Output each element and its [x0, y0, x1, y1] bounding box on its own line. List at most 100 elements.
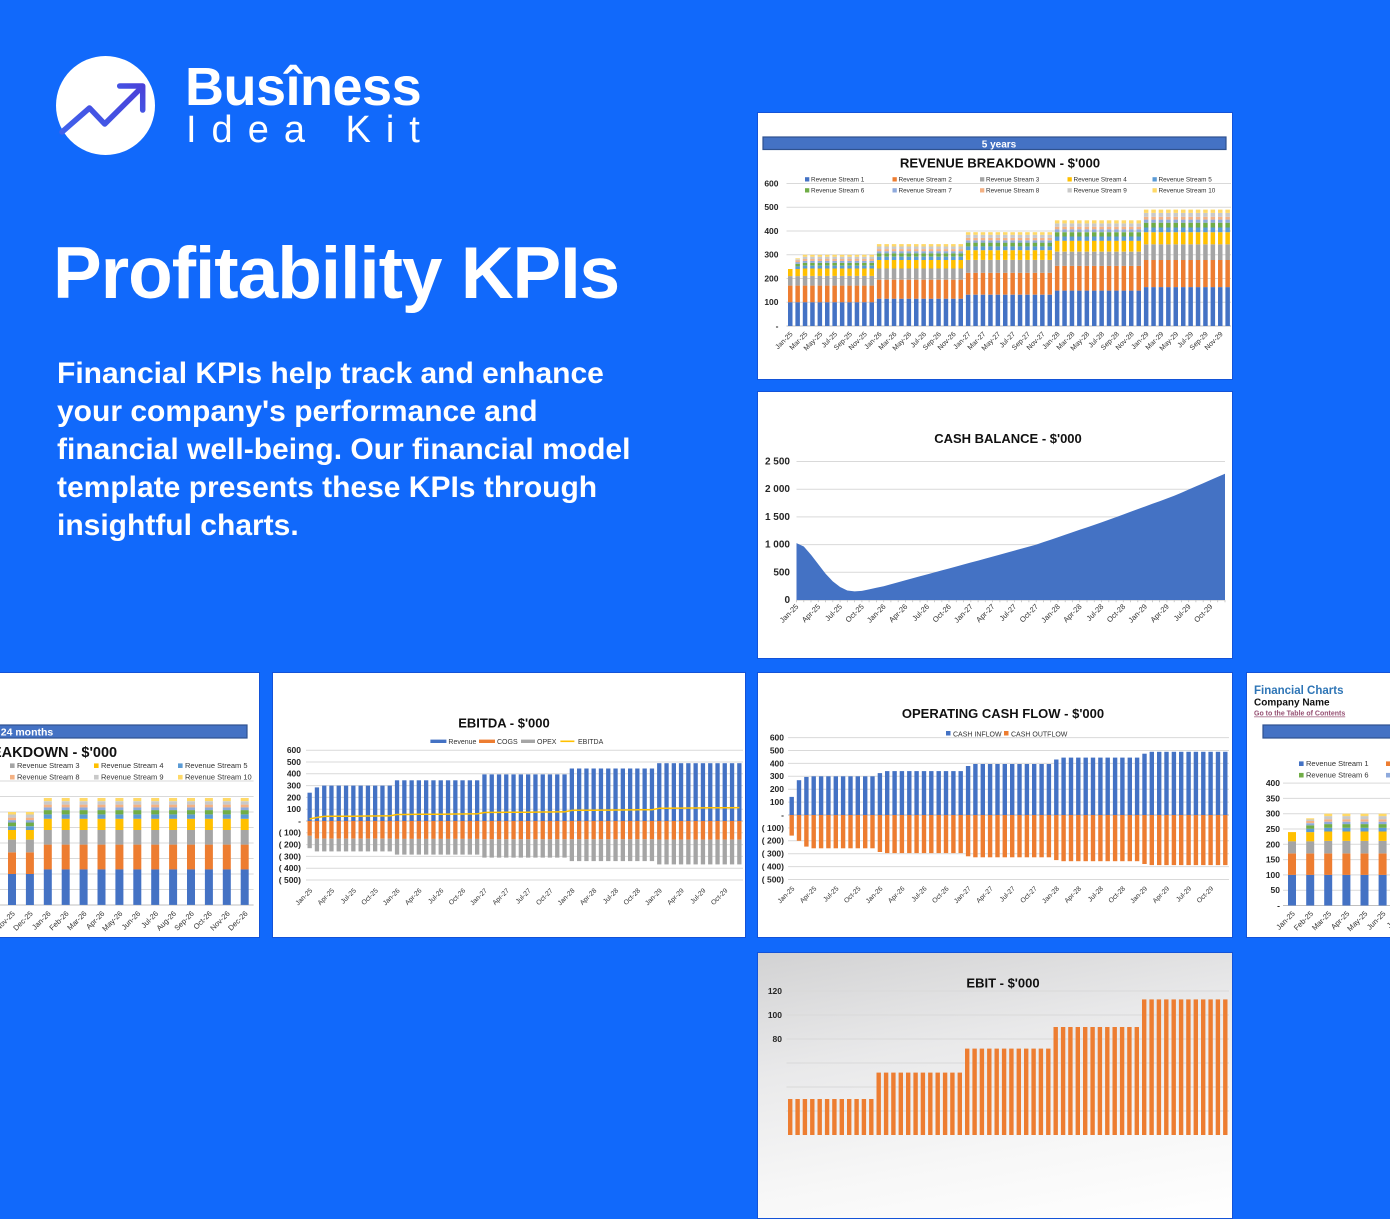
svg-text:Revenue Stream 4: Revenue Stream 4 [1074, 177, 1128, 184]
svg-text:100: 100 [287, 804, 301, 814]
svg-text:( 400): ( 400) [762, 862, 784, 872]
svg-text:Dec-26: Dec-26 [226, 909, 249, 932]
svg-text:Jul-26: Jul-26 [427, 887, 445, 905]
svg-text:200: 200 [770, 784, 784, 794]
svg-text:Oct-26: Oct-26 [931, 602, 953, 624]
svg-text:Dec-25: Dec-25 [11, 909, 34, 932]
svg-text:600: 600 [764, 178, 778, 188]
svg-text:Apr-26: Apr-26 [887, 885, 907, 905]
svg-text:Jul-26: Jul-26 [911, 885, 929, 903]
svg-text:Jan-27: Jan-27 [953, 885, 973, 905]
svg-text:Revenue Stream 1: Revenue Stream 1 [1306, 759, 1369, 768]
svg-text:Apr-28: Apr-28 [579, 887, 599, 907]
svg-text:Revenue Stream 6: Revenue Stream 6 [1306, 771, 1369, 780]
svg-text:May-26: May-26 [100, 909, 124, 933]
svg-text:Jan-29: Jan-29 [644, 887, 664, 907]
svg-text:Mar-25: Mar-25 [1310, 909, 1333, 932]
svg-text:CASH OUTFLOW: CASH OUTFLOW [1011, 731, 1068, 738]
svg-text:Oct-25: Oct-25 [844, 602, 866, 624]
svg-text:Revenue Stream 9: Revenue Stream 9 [101, 773, 164, 782]
svg-text:COGS: COGS [497, 739, 518, 746]
svg-text:Jan-25: Jan-25 [777, 885, 797, 905]
svg-text:May-25: May-25 [1345, 909, 1369, 933]
svg-text:OPERATING CASH FLOW - $'000: OPERATING CASH FLOW - $'000 [902, 706, 1104, 721]
svg-text:REVENUE BREAKDOWN - $'000: REVENUE BREAKDOWN - $'000 [900, 156, 1100, 171]
svg-text:( 300): ( 300) [279, 851, 301, 861]
svg-text:Revenue Stream 3: Revenue Stream 3 [986, 177, 1040, 184]
svg-text:Revenue Stream 8: Revenue Stream 8 [986, 188, 1040, 195]
svg-text:Jan-27: Jan-27 [469, 887, 489, 907]
svg-text:Apr-28: Apr-28 [1064, 885, 1084, 905]
svg-text:Revenue Stream 5: Revenue Stream 5 [185, 761, 248, 770]
svg-text:1 000: 1 000 [765, 540, 790, 551]
svg-text:Revenue Stream 2: Revenue Stream 2 [899, 177, 953, 184]
svg-text:Jul-25: Jul-25 [340, 887, 358, 905]
svg-text:( 500): ( 500) [279, 875, 301, 885]
svg-text:Apr-25: Apr-25 [317, 887, 337, 907]
svg-text:100: 100 [768, 1010, 782, 1020]
svg-text:Jul-29: Jul-29 [1172, 602, 1193, 623]
svg-text:Apr-28: Apr-28 [1061, 602, 1083, 624]
svg-text:EBITDA: EBITDA [578, 739, 604, 746]
svg-text:-: - [781, 810, 784, 820]
svg-text:Jul-28: Jul-28 [602, 887, 620, 905]
svg-text:Revenue Stream 10: Revenue Stream 10 [1159, 188, 1216, 195]
svg-text:EBIT - $'000: EBIT - $'000 [966, 976, 1039, 991]
svg-text:400: 400 [287, 769, 301, 779]
svg-text:Jul-28: Jul-28 [1087, 885, 1105, 903]
svg-text:Oct-28: Oct-28 [1105, 602, 1127, 624]
svg-text:-: - [776, 321, 779, 331]
svg-text:50: 50 [1271, 885, 1281, 895]
svg-text:( 500): ( 500) [762, 874, 784, 884]
svg-text:Jun-25: Jun-25 [1365, 909, 1388, 932]
svg-text:( 300): ( 300) [762, 849, 784, 859]
svg-text:Apr-27: Apr-27 [975, 885, 995, 905]
svg-text:200: 200 [1266, 839, 1280, 849]
svg-text:400: 400 [764, 226, 778, 236]
svg-text:Apr-29: Apr-29 [1149, 602, 1171, 624]
svg-text:120: 120 [768, 986, 782, 996]
svg-text:Oct-26: Oct-26 [931, 885, 951, 905]
svg-text:Revenue: Revenue [448, 739, 476, 746]
svg-text:300: 300 [1266, 809, 1280, 819]
svg-text:2 000: 2 000 [765, 484, 790, 495]
svg-text:Apr-27: Apr-27 [492, 887, 512, 907]
svg-text:Jul-29: Jul-29 [689, 887, 707, 905]
svg-text:80: 80 [773, 1034, 783, 1044]
svg-text:Jan-29: Jan-29 [1126, 602, 1149, 625]
svg-text:Oct-29: Oct-29 [710, 887, 730, 907]
svg-text:Oct-26: Oct-26 [448, 887, 468, 907]
svg-text:Go to the Table of Contents: Go to the Table of Contents [1254, 711, 1345, 718]
svg-text:200: 200 [764, 273, 778, 283]
svg-text:200: 200 [287, 792, 301, 802]
svg-text:Oct-28: Oct-28 [1108, 885, 1128, 905]
svg-text:-: - [1277, 901, 1280, 911]
svg-text:Jul-26: Jul-26 [910, 602, 931, 623]
svg-text:Revenue Stream 10: Revenue Stream 10 [185, 773, 252, 782]
svg-text:Oct-25: Oct-25 [843, 885, 863, 905]
svg-text:250: 250 [1266, 824, 1280, 834]
svg-text:Sep-26: Sep-26 [172, 909, 195, 932]
svg-text:Apr-26: Apr-26 [887, 602, 909, 624]
svg-text:Oct-29: Oct-29 [1192, 602, 1214, 624]
svg-text:2 500: 2 500 [765, 457, 790, 468]
svg-text:-: - [298, 816, 301, 826]
svg-text:Oct-29: Oct-29 [1196, 885, 1216, 905]
svg-text:500: 500 [773, 567, 790, 578]
svg-text:Apr-26: Apr-26 [404, 887, 424, 907]
svg-text:Revenue Stream 3: Revenue Stream 3 [17, 761, 80, 770]
svg-text:24 months: 24 months [1, 727, 54, 739]
svg-text:Jul-27: Jul-27 [999, 885, 1017, 903]
svg-text:350: 350 [1266, 793, 1280, 803]
svg-text:Jul-25: Jul-25 [823, 602, 844, 623]
svg-text:Apr-25: Apr-25 [800, 602, 822, 624]
svg-text:REVENUE BREAKDOWN - $'000: REVENUE BREAKDOWN - $'000 [0, 745, 117, 761]
svg-text:300: 300 [764, 250, 778, 260]
svg-text:Revenue Stream 1: Revenue Stream 1 [811, 177, 865, 184]
svg-text:Jan-26: Jan-26 [382, 887, 402, 907]
svg-text:Apr-29: Apr-29 [1152, 885, 1172, 905]
svg-text:100: 100 [770, 797, 784, 807]
svg-text:400: 400 [1266, 778, 1280, 788]
svg-text:Jan-26: Jan-26 [865, 885, 885, 905]
svg-text:500: 500 [287, 757, 301, 767]
